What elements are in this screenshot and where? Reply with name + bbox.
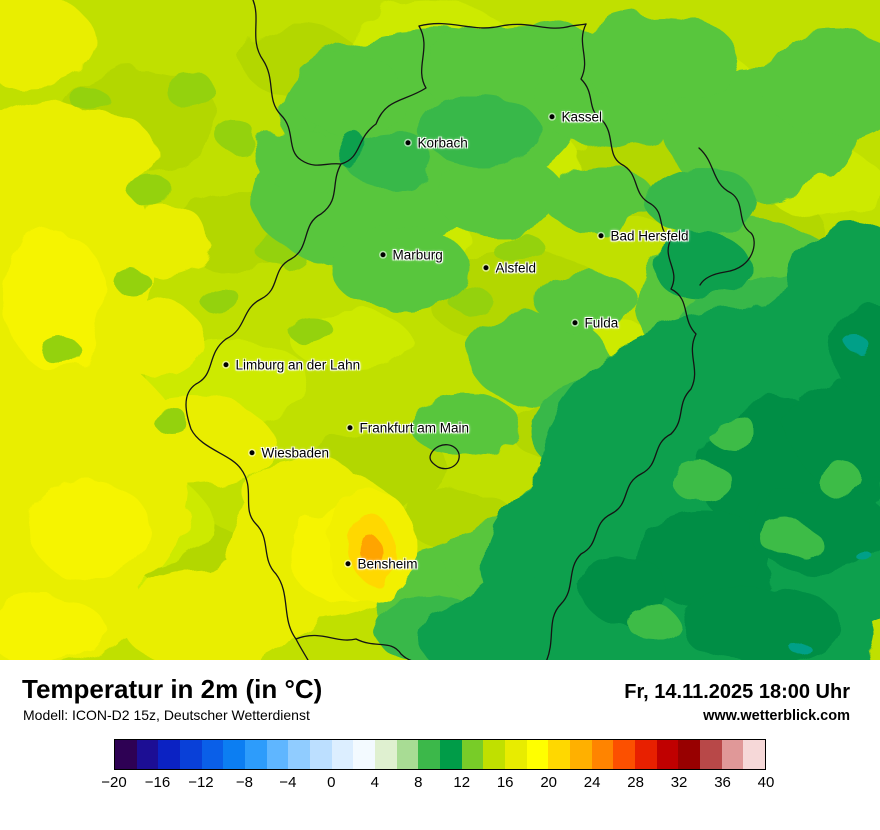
legend-tick: −20 — [101, 774, 127, 791]
legend-cell — [721, 740, 744, 769]
legend-cell — [700, 740, 722, 769]
legend-bar — [114, 739, 766, 770]
legend-cell — [310, 740, 332, 769]
legend-tick: 16 — [496, 774, 514, 791]
legend-cell — [396, 740, 419, 769]
legend-tick: 12 — [453, 774, 471, 791]
legend-tick: 24 — [583, 774, 601, 791]
legend-cell — [548, 740, 571, 769]
legend-tick: 40 — [757, 774, 775, 791]
legend-cell — [483, 740, 506, 769]
legend-cell — [461, 740, 484, 769]
legend-cell — [180, 740, 202, 769]
map-color-regions — [0, 0, 880, 660]
legend-cell — [136, 740, 159, 769]
legend-cell — [353, 740, 376, 769]
legend-tick: 32 — [670, 774, 688, 791]
legend-cell — [418, 740, 441, 769]
warm-spot-bensheim — [324, 489, 416, 601]
model-info: Modell: ICON-D2 15z, Deutscher Wetterdie… — [23, 707, 310, 723]
legend-ticks: −20 −16 −12 −8 −4 0 4 8 12 16 20 24 28 32 36 40 — [101, 774, 774, 796]
temperature-map-graphic — [0, 0, 880, 660]
legend-cell — [158, 740, 181, 769]
forecast-datetime: Fr, 14.11.2025 18:00 Uhr — [624, 681, 850, 703]
legend-cell — [331, 740, 354, 769]
legend-tick: −12 — [188, 774, 214, 791]
page-title: Temperatur in 2m (in °C) — [22, 674, 323, 704]
info-panel: Temperatur in 2m (in °C) Fr, 14.11.2025 … — [0, 660, 880, 830]
legend-cell — [656, 740, 679, 769]
legend-cell — [570, 740, 592, 769]
legend-cell — [505, 740, 527, 769]
legend-cell — [245, 740, 267, 769]
legend-tick: 20 — [540, 774, 557, 791]
legend-cell — [678, 740, 701, 769]
legend-cell — [743, 740, 766, 769]
legend-cell — [223, 740, 246, 769]
temperature-legend: −20 −16 −12 −8 −4 0 4 8 12 16 20 24 28 32 36 40 — [101, 739, 774, 796]
legend-cell — [201, 740, 224, 769]
legend-tick: 36 — [714, 774, 731, 791]
legend-tick: 0 — [327, 774, 336, 791]
legend-cell — [635, 740, 657, 769]
temperature-map: Kassel Korbach Bad Hersfeld Marburg Alsf… — [0, 0, 880, 660]
legend-tick: −4 — [279, 774, 297, 791]
legend-tick: −8 — [235, 774, 253, 791]
legend-cell — [266, 740, 289, 769]
legend-cell — [440, 740, 462, 769]
legend-tick: 8 — [414, 774, 423, 791]
light-speckles-on-dark — [624, 414, 864, 636]
teal-specks — [790, 338, 876, 654]
legend-tick: 28 — [627, 774, 644, 791]
website-url: www.wetterblick.com — [703, 708, 850, 724]
legend-tick: 4 — [370, 774, 379, 791]
legend-cell — [591, 740, 614, 769]
state-border-lines — [185, 0, 755, 660]
legend-cell — [288, 740, 311, 769]
legend-cell — [526, 740, 549, 769]
legend-cell — [613, 740, 636, 769]
legend-tick: −16 — [144, 774, 171, 791]
legend-cell — [115, 740, 137, 769]
legend-cell — [375, 740, 397, 769]
